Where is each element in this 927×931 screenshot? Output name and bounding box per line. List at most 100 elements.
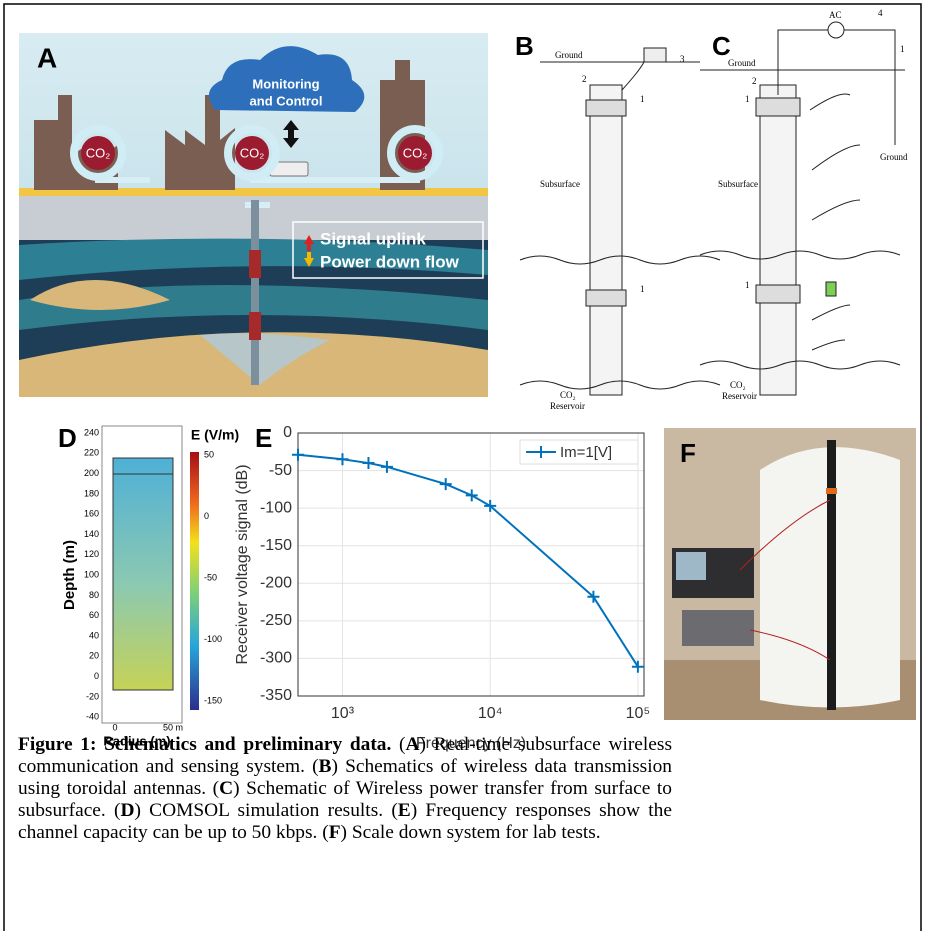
- ground-label: Ground: [555, 50, 583, 60]
- x-tick-label: 10⁴: [478, 705, 503, 722]
- y-tick-label: 200: [84, 468, 99, 478]
- boundary: [699, 250, 901, 370]
- wire: [739, 499, 831, 661]
- y-tick-label: 240: [84, 427, 99, 437]
- callout: 1: [640, 94, 645, 104]
- panel-label: C: [712, 31, 731, 61]
- callout: 3: [680, 54, 685, 64]
- caption-text: F: [328, 822, 341, 843]
- legend-box: [292, 221, 484, 279]
- toroid: [585, 99, 627, 117]
- field-map: [112, 457, 174, 691]
- ac-source: [827, 21, 845, 39]
- y-axis-label: Receiver voltage signal (dB): [234, 464, 251, 664]
- layer-label: Subsurface: [718, 179, 758, 189]
- toroid: [755, 284, 801, 304]
- caption-text: Figure 1: Schematics and preliminary dat…: [18, 734, 392, 755]
- caption-text: ) Schematics of wireless data transmissi…: [18, 756, 672, 799]
- co2-label: CO₂: [240, 145, 265, 160]
- reservoir-label: Reservoir: [722, 391, 757, 401]
- panel-b: [519, 47, 721, 396]
- y-tick-label: -250: [260, 612, 292, 629]
- y-tick-label: -200: [260, 575, 292, 592]
- axis-label: Depth (m): [61, 540, 78, 610]
- marker: [439, 478, 452, 491]
- marker: [465, 489, 478, 502]
- toroid: [755, 97, 801, 117]
- y-tick-label: 180: [84, 488, 99, 498]
- cloud-text: Monitoring: [252, 76, 319, 91]
- legend-swatch: [526, 446, 556, 458]
- x-tick-label: 50 m: [163, 722, 183, 732]
- y-tick-label: -300: [260, 650, 292, 667]
- rod: [827, 440, 836, 710]
- panel-d: D Depth (m) Radius (m) E (V/m): [58, 423, 239, 749]
- marker: [362, 457, 375, 470]
- x-tick-label: 0: [112, 722, 117, 732]
- ground-line: [19, 188, 488, 196]
- caption-text: ) Frequency responses show the channel c…: [18, 800, 672, 843]
- toroid: [585, 289, 627, 307]
- down-arrow: [304, 252, 314, 267]
- y-tick-label: 100: [84, 569, 99, 579]
- panel-b-text: B Ground Subsurface CO₂ Reservoir 3 2 1 …: [515, 31, 685, 411]
- screen: [676, 552, 706, 580]
- y-tick-label: 40: [89, 630, 99, 640]
- clamp: [826, 488, 837, 494]
- callout: 1: [745, 94, 750, 104]
- marker: [336, 453, 349, 466]
- colorbar: [190, 452, 199, 710]
- layer-label: Subsurface: [540, 179, 580, 189]
- cable: [621, 61, 645, 91]
- panel-label: F: [680, 438, 696, 468]
- ground-label: Ground: [728, 58, 756, 68]
- y-tick-label: -50: [269, 462, 292, 479]
- callout: 1: [640, 284, 645, 294]
- plume: [200, 333, 330, 385]
- x-axis-label: Frequency (Hz): [416, 735, 526, 752]
- y-tick-label: 220: [84, 448, 99, 458]
- plot-area: [298, 433, 644, 696]
- axis-label: Radius (m): [103, 733, 170, 748]
- panel-c: [699, 21, 905, 396]
- reservoir-label: Reservoir: [550, 401, 585, 411]
- x-tick-label: 10³: [331, 705, 355, 722]
- x-tick-label: 10⁵: [626, 705, 650, 722]
- figure-border: [3, 3, 922, 931]
- factory: [165, 95, 235, 190]
- reservoir-label: CO₂: [730, 380, 746, 390]
- y-tick-label: -150: [260, 537, 292, 554]
- marker: [587, 590, 600, 603]
- callout: 1: [900, 44, 905, 54]
- co2-dots: [81, 136, 432, 170]
- marker: [631, 660, 644, 673]
- callout: 1: [745, 280, 750, 290]
- y-tick-label: 120: [84, 549, 99, 559]
- colorbar-title: E (V/m): [191, 427, 239, 443]
- axes-box: [297, 432, 645, 697]
- reservoir-label: CO₂: [560, 390, 576, 400]
- panel-label: E: [255, 423, 272, 453]
- caption-text: D: [120, 800, 135, 821]
- caption-text: ) Scale down system for lab tests.: [340, 822, 601, 843]
- ground-label: Ground: [880, 152, 908, 162]
- co2-rings: [70, 125, 443, 181]
- up-arrow: [304, 235, 314, 251]
- caption-text: ) COMSOL simulation results. (: [134, 800, 398, 821]
- colorbar-tick-label: -50: [204, 572, 217, 582]
- caption-text: C: [219, 778, 234, 799]
- y-tick-label: -40: [86, 712, 99, 722]
- colorbar-tick-label: -150: [204, 695, 222, 705]
- marker: [380, 460, 393, 473]
- y-tick-label: 60: [89, 610, 99, 620]
- laptop: [643, 47, 667, 63]
- panel-label: A: [37, 42, 57, 73]
- panel-f: F: [664, 428, 916, 720]
- colorbar-tick-label: 0: [204, 511, 209, 521]
- co2-label: CO₂: [86, 145, 111, 160]
- colorbar-tick-label: 50: [204, 449, 214, 459]
- panel-a: A Monitoring and Control CO₂ CO₂ CO₂ Sig…: [19, 33, 488, 397]
- source-label: AC: [829, 10, 842, 20]
